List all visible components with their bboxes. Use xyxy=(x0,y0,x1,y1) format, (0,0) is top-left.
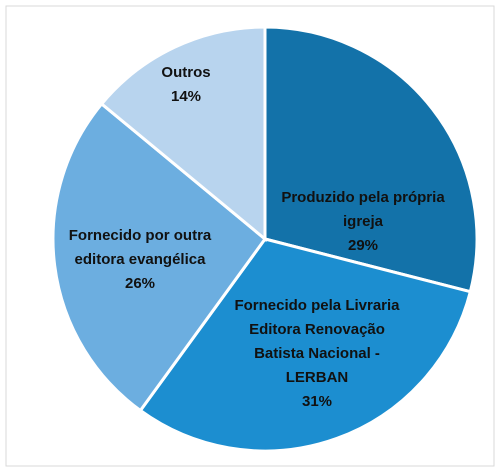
value-label: 26% xyxy=(125,275,155,292)
slice-label: Fornecido pela Livraria Editora Renovação… xyxy=(234,297,400,386)
value-label: 29% xyxy=(348,237,378,254)
slice-label: Fornecido por outra editora evangélica xyxy=(69,227,212,268)
slice-label-line: Batista Nacional - xyxy=(254,345,380,362)
slice-label-line: Fornecido pela Livraria xyxy=(234,297,400,314)
slice-label-line: LERBAN xyxy=(286,369,349,386)
pie-slice xyxy=(51,101,268,413)
slice-label-line: Fornecido por outra xyxy=(69,227,212,244)
pie-slice xyxy=(263,25,479,294)
slice-label-line: igreja xyxy=(343,213,384,230)
slice-label-line: Editora Renovação xyxy=(249,321,385,338)
value-label: 14% xyxy=(171,88,201,105)
slice-label-line: Produzido pela própria xyxy=(281,189,445,206)
pie-slice xyxy=(99,25,267,243)
value-label: 31% xyxy=(302,393,332,410)
slice-label: Outros xyxy=(161,64,210,81)
slice-label: Produzido pela própria igreja xyxy=(281,189,445,230)
pie-slice xyxy=(138,237,473,453)
slice-label-line: editora evangélica xyxy=(75,251,207,268)
slice-label-line: Outros xyxy=(161,64,210,81)
